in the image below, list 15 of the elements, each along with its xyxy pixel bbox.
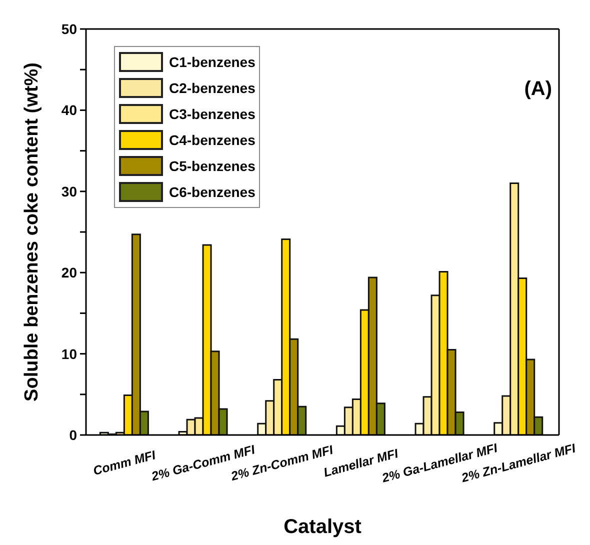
y-tick-label: 0 [69, 427, 78, 443]
annotation: (A) [524, 78, 552, 101]
legend-label: C5-benzenes [169, 158, 256, 174]
y-tick-label: 50 [61, 21, 78, 37]
y-tick-label: 40 [61, 102, 78, 118]
y-tick-label: 10 [61, 346, 78, 362]
legend-label: C6-benzenes [169, 184, 256, 200]
y-axis-title: Soluble benzenes coke content (wt%) [22, 62, 43, 402]
y-tick-label: 30 [61, 183, 78, 200]
x-axis-title: Catalyst [284, 516, 362, 538]
legend-label: C1-benzenes [169, 54, 256, 70]
y-tick-label: 20 [61, 264, 78, 281]
legend-label: C4-benzenes [169, 132, 256, 148]
legend-label: C2-benzenes [169, 80, 256, 96]
legend-label: C3-benzenes [169, 106, 256, 122]
